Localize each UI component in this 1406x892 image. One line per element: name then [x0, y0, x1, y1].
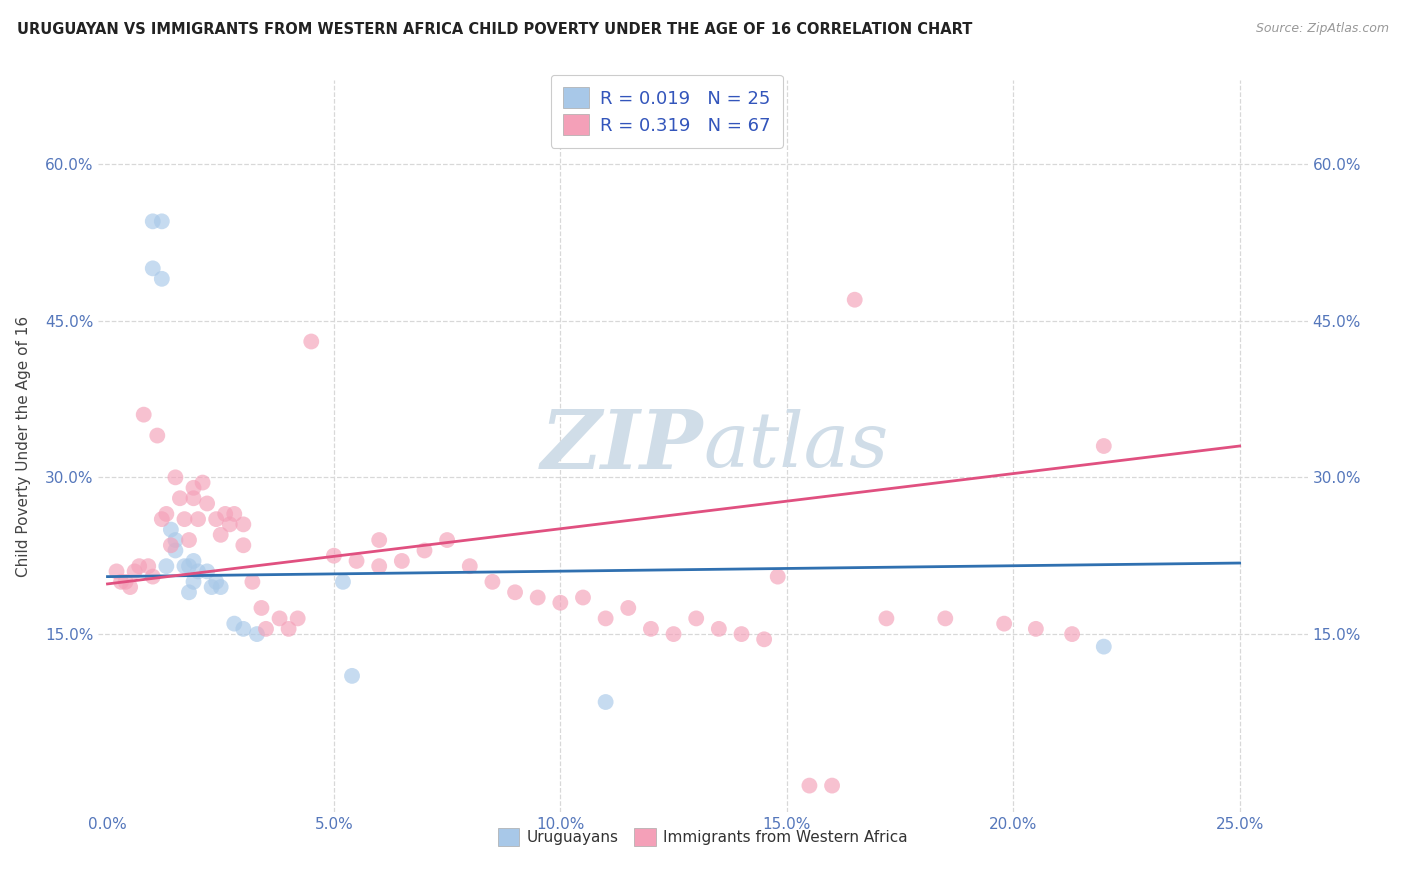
Point	[165, 533, 187, 547]
Text: ZIP: ZIP	[540, 406, 703, 486]
Point	[195, 496, 218, 510]
Point	[368, 533, 391, 547]
Point	[205, 512, 228, 526]
Point	[707, 622, 730, 636]
Point	[150, 214, 173, 228]
Point	[155, 507, 177, 521]
Point	[201, 580, 224, 594]
Text: atlas: atlas	[703, 409, 889, 483]
Point	[526, 591, 548, 605]
Point	[209, 580, 232, 594]
Point	[1092, 439, 1115, 453]
Point	[150, 272, 173, 286]
Point	[142, 569, 165, 583]
Point	[752, 632, 775, 647]
Point	[224, 616, 246, 631]
Point	[128, 559, 150, 574]
Point	[799, 779, 821, 793]
Point	[436, 533, 458, 547]
Point	[662, 627, 685, 641]
Point	[346, 554, 368, 568]
Point	[821, 779, 844, 793]
Point	[136, 559, 159, 574]
Point	[214, 507, 236, 521]
Point	[177, 533, 200, 547]
Point	[391, 554, 413, 568]
Point	[277, 622, 299, 636]
Point	[105, 565, 128, 579]
Point	[173, 512, 195, 526]
Point	[150, 512, 173, 526]
Point	[114, 574, 136, 589]
Point	[183, 574, 205, 589]
Point	[685, 611, 707, 625]
Point	[332, 574, 354, 589]
Point	[187, 512, 209, 526]
Point	[132, 408, 155, 422]
Point	[155, 559, 177, 574]
Point	[209, 528, 232, 542]
Point	[730, 627, 752, 641]
Point	[183, 481, 205, 495]
Point	[595, 695, 617, 709]
Point	[160, 538, 183, 552]
Point	[550, 596, 572, 610]
Point	[246, 627, 269, 641]
Point	[224, 507, 246, 521]
Point	[165, 543, 187, 558]
Point	[110, 574, 132, 589]
Point	[993, 616, 1015, 631]
Text: Source: ZipAtlas.com: Source: ZipAtlas.com	[1256, 22, 1389, 36]
Point	[173, 559, 195, 574]
Point	[142, 261, 165, 276]
Point	[322, 549, 344, 563]
Point	[413, 543, 436, 558]
Legend: Uruguayans, Immigrants from Western Africa: Uruguayans, Immigrants from Western Afri…	[492, 822, 914, 852]
Point	[195, 565, 218, 579]
Point	[242, 574, 264, 589]
Point	[165, 470, 187, 484]
Point	[287, 611, 309, 625]
Point	[595, 611, 617, 625]
Point	[503, 585, 526, 599]
Y-axis label: Child Poverty Under the Age of 16: Child Poverty Under the Age of 16	[17, 316, 31, 576]
Point	[299, 334, 322, 349]
Point	[232, 538, 254, 552]
Point	[169, 491, 191, 506]
Point	[481, 574, 503, 589]
Point	[205, 574, 228, 589]
Point	[142, 214, 165, 228]
Point	[766, 569, 789, 583]
Point	[254, 622, 277, 636]
Point	[160, 523, 183, 537]
Point	[120, 580, 142, 594]
Point	[232, 517, 254, 532]
Point	[183, 491, 205, 506]
Point	[269, 611, 291, 625]
Point	[640, 622, 662, 636]
Point	[183, 554, 205, 568]
Point	[1062, 627, 1084, 641]
Point	[232, 622, 254, 636]
Text: URUGUAYAN VS IMMIGRANTS FROM WESTERN AFRICA CHILD POVERTY UNDER THE AGE OF 16 CO: URUGUAYAN VS IMMIGRANTS FROM WESTERN AFR…	[17, 22, 972, 37]
Point	[340, 669, 363, 683]
Point	[146, 428, 169, 442]
Point	[191, 475, 214, 490]
Point	[458, 559, 481, 574]
Point	[187, 565, 209, 579]
Point	[1025, 622, 1047, 636]
Point	[368, 559, 391, 574]
Point	[124, 565, 146, 579]
Point	[934, 611, 956, 625]
Point	[218, 517, 240, 532]
Point	[177, 559, 200, 574]
Point	[177, 585, 200, 599]
Point	[572, 591, 595, 605]
Point	[1092, 640, 1115, 654]
Point	[875, 611, 897, 625]
Point	[617, 601, 640, 615]
Point	[250, 601, 273, 615]
Point	[844, 293, 866, 307]
